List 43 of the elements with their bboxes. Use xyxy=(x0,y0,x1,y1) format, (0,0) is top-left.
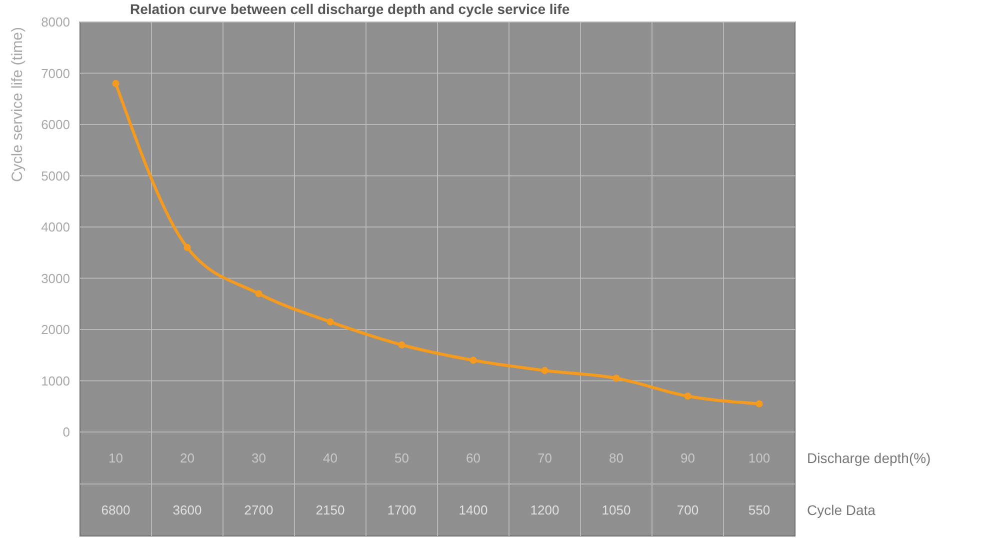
point xyxy=(255,290,262,298)
x-tick-label: 30 xyxy=(252,450,266,466)
point xyxy=(398,341,406,348)
point xyxy=(756,400,763,408)
point xyxy=(541,366,548,374)
x-tick-label: 40 xyxy=(323,450,338,466)
point xyxy=(684,392,692,400)
x-tick-label: 90 xyxy=(680,450,695,466)
data-label: 3600 xyxy=(172,502,202,518)
y-tick-label: 8000 xyxy=(41,14,70,30)
point xyxy=(326,318,334,326)
y-tick-label: 4000 xyxy=(41,220,70,235)
x-tick-label: 70 xyxy=(538,450,552,466)
data-label: 1400 xyxy=(458,502,488,518)
point xyxy=(612,374,620,382)
point xyxy=(184,244,191,252)
y-tick-label: 2000 xyxy=(41,322,70,338)
y-axis-title: Cycle service life (time) xyxy=(9,27,26,182)
x-tick-label: 20 xyxy=(180,450,194,466)
data-label: 6800 xyxy=(101,502,130,518)
y-tick-label: 3000 xyxy=(41,270,70,286)
data-label: 1050 xyxy=(602,502,631,518)
data-label: 700 xyxy=(676,502,699,518)
y-tick-label: 0 xyxy=(62,424,70,440)
chart-title: Relation curve between cell discharge depth and cycle service life xyxy=(130,1,570,17)
y-tick-label: 6000 xyxy=(41,117,70,132)
x-tick-label: 100 xyxy=(748,450,770,466)
data-label: 550 xyxy=(748,502,770,518)
data-label: 1200 xyxy=(530,502,560,518)
y-tick-label: 5000 xyxy=(41,168,70,184)
data-label: 1700 xyxy=(387,502,416,518)
data-label: 2150 xyxy=(316,502,345,518)
point xyxy=(112,80,120,88)
data-label: 2700 xyxy=(244,502,274,518)
y-tick-label: 1000 xyxy=(41,373,70,388)
x-axis-title: Discharge depth(%) xyxy=(807,450,931,466)
x-tick-label: 60 xyxy=(466,450,480,466)
point xyxy=(470,356,477,364)
text: Cycle Data xyxy=(807,502,876,518)
x-tick-label: 80 xyxy=(609,450,624,466)
x-tick-label: 10 xyxy=(108,450,123,466)
x-tick-label: 50 xyxy=(394,450,409,466)
y-tick-label: 7000 xyxy=(41,66,70,81)
